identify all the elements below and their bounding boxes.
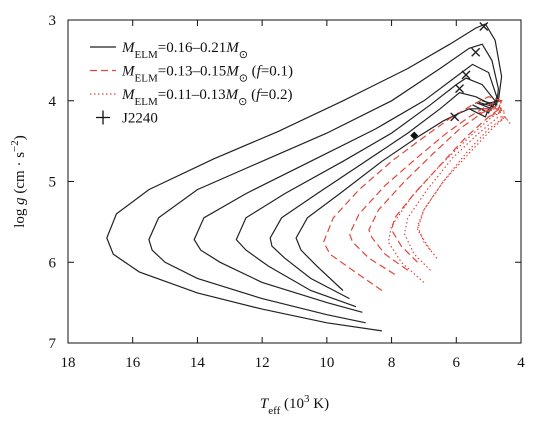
track-line bbox=[106, 23, 503, 332]
track-line bbox=[322, 96, 503, 291]
y-axis-label-part: −2 bbox=[9, 140, 21, 152]
track-line bbox=[368, 104, 503, 271]
legend-label-part: =0.11–0.13 bbox=[158, 87, 226, 103]
x-tick-label: 14 bbox=[190, 355, 206, 371]
track-line bbox=[416, 116, 512, 251]
x-axis-label-part: K) bbox=[310, 396, 330, 412]
y-tick-label: 5 bbox=[49, 175, 57, 191]
legend-label-part: ELM bbox=[135, 49, 158, 61]
legend-label: MELM=0.13–0.15M⊙ (f=0.1) bbox=[121, 64, 293, 85]
x-tick-label: 8 bbox=[388, 355, 396, 371]
y-axis-label-part: log bbox=[12, 205, 28, 228]
legend-label-part: ⊙ bbox=[239, 73, 248, 85]
legend-label-part: =0.16–0.21 bbox=[158, 40, 226, 56]
y-tick-label: 6 bbox=[49, 255, 57, 271]
legend-label-part: M bbox=[121, 87, 136, 103]
plot-frame bbox=[67, 19, 522, 344]
legend-label-part: ⊙ bbox=[239, 49, 248, 61]
cross-marker bbox=[450, 112, 460, 122]
legend-label-part: ( bbox=[247, 87, 256, 103]
legend-label-part: f bbox=[256, 87, 262, 103]
cross-stroke bbox=[479, 21, 489, 31]
legend-label-part: =0.1) bbox=[261, 64, 293, 80]
legend-label: J2240 bbox=[122, 111, 158, 127]
track-line bbox=[148, 43, 500, 324]
legend-label-part: M bbox=[121, 64, 136, 80]
cross-stroke bbox=[450, 112, 460, 122]
track-line bbox=[387, 109, 506, 283]
cross-stroke bbox=[461, 70, 471, 80]
legend-swatch bbox=[96, 110, 110, 125]
cross-marker bbox=[455, 84, 465, 94]
x-axis-label: Teff (103 K) bbox=[260, 393, 329, 417]
track-line bbox=[348, 99, 503, 275]
plot-area bbox=[106, 21, 512, 332]
x-axis-label-part: T bbox=[260, 396, 270, 412]
legend-label-part: ELM bbox=[135, 96, 158, 108]
x-tick-label: 6 bbox=[453, 355, 461, 371]
track-line bbox=[269, 92, 493, 300]
x-tick-label: 16 bbox=[125, 355, 141, 371]
x-axis-label-part: 3 bbox=[304, 393, 310, 405]
legend-label-part: =0.13–0.15 bbox=[158, 64, 226, 80]
y-axis-label: log g (cm · s−2) bbox=[9, 135, 28, 228]
legend-label-part: M bbox=[225, 64, 240, 80]
x-axis-label-part: eff bbox=[268, 405, 280, 417]
track-line bbox=[193, 63, 498, 313]
legend-label-part: ⊙ bbox=[238, 96, 247, 108]
y-tick-label: 7 bbox=[49, 336, 57, 352]
legend-label-part: =0.2) bbox=[260, 87, 292, 103]
cross-stroke bbox=[471, 47, 481, 57]
track-line bbox=[390, 106, 503, 263]
y-tick-label: 4 bbox=[49, 94, 57, 110]
legend-label: MELM=0.16–0.21M⊙ bbox=[121, 40, 248, 61]
x-tick-label: 18 bbox=[61, 355, 76, 371]
x-tick-label: 12 bbox=[255, 355, 270, 371]
y-axis-label-part: (cm · s bbox=[12, 152, 28, 198]
cross-stroke bbox=[455, 84, 465, 94]
legend-label-part: M bbox=[121, 40, 136, 56]
track-line bbox=[235, 77, 496, 308]
cross-marker bbox=[479, 21, 489, 31]
legend-label-part: f bbox=[257, 64, 263, 80]
cross-marker bbox=[471, 47, 481, 57]
x-tick-label: 10 bbox=[319, 355, 334, 371]
y-tick-label: 3 bbox=[49, 13, 57, 29]
legend-label-part: ELM bbox=[135, 73, 158, 85]
track-line bbox=[403, 116, 507, 271]
legend-label-part: M bbox=[225, 87, 240, 103]
j2240-point bbox=[410, 131, 419, 140]
y-axis-label-part: ) bbox=[12, 135, 28, 140]
cross-marker bbox=[461, 70, 471, 80]
track-line bbox=[295, 108, 490, 291]
y-axis-label-part: g bbox=[12, 197, 28, 205]
legend-label-part: M bbox=[225, 40, 240, 56]
track-line bbox=[416, 116, 509, 259]
x-axis-label-part: (10 bbox=[280, 396, 304, 412]
legend-label-part: ( bbox=[248, 64, 257, 80]
legend-label: MELM=0.11–0.13M⊙ (f=0.2) bbox=[121, 87, 293, 108]
x-tick-label: 4 bbox=[517, 355, 525, 371]
